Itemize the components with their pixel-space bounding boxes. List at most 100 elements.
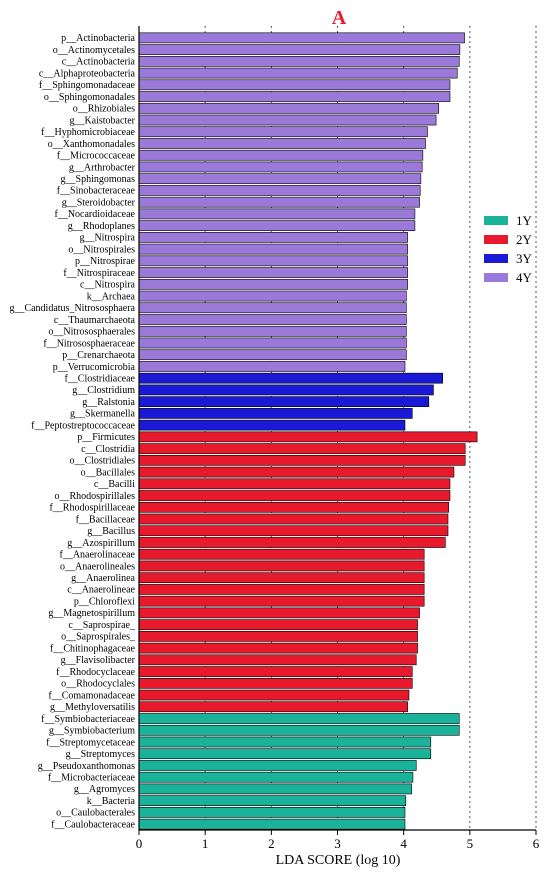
category-label: o__Rhodocyclales [61, 679, 135, 690]
bar-o-rhodospirillales [138, 490, 451, 501]
bar-f-sinobacteraceae [138, 185, 421, 196]
bar-f-peptostreptococcaceae [138, 419, 406, 431]
bar-f-anaerolinaceae [138, 548, 425, 560]
bar-f-nitrososphaeraceae [138, 337, 407, 349]
category-label: o__Nitrospirales [68, 244, 135, 255]
category-label: f__Nitrospiraceae [63, 268, 135, 279]
x-tick-label: 2 [268, 836, 275, 851]
category-label: g__Flavisolibacter [61, 655, 136, 666]
bar-o-saprospirales- [138, 631, 418, 642]
bar-g-candidatus-nitrososphaera [138, 302, 407, 314]
bar-o-actinomycetales [138, 44, 461, 55]
x-tick-label: 4 [400, 836, 407, 851]
category-label: g__Pseudoxanthomonas [38, 761, 135, 772]
category-label: g__Bacillus [87, 526, 135, 537]
bar-o-sphingomonadales [138, 91, 451, 102]
bar-o-anaerolineales [138, 560, 425, 572]
category-label: f__Microbacteriaceae [48, 772, 136, 783]
bar-c-bacilli [138, 478, 451, 490]
category-label: g__Candidatus_Nitrososphaera [9, 303, 135, 314]
bar-p-chloroflexi [138, 595, 425, 607]
category-label: c__Alphaproteobacteria [39, 68, 136, 79]
category-label: g__Methyloversatilis [50, 702, 135, 713]
bar-f-nocardioidaceae [138, 208, 416, 220]
category-label: c__Saprospirae_ [68, 620, 136, 631]
bar-c-alphaproteobacteria [138, 67, 458, 79]
category-label: o__Anaerolineales [60, 561, 135, 572]
category-label: o__Bacillales [81, 467, 136, 478]
bar-f-nitrospiraceae [138, 267, 408, 278]
bar-o-nitrososphaerales [138, 325, 407, 337]
category-label: f__Sinobacteraceae [57, 186, 136, 197]
category-label: g__Rhodoplanes [68, 221, 135, 232]
category-label: f__Sphingomonadaceae [39, 80, 136, 91]
bar-f-rhodospirillaceae [138, 501, 449, 513]
bar-f-rhodocyclaceae [138, 666, 413, 677]
category-label: o__Sphingomonadales [44, 92, 135, 103]
bar-g-azospirillum [138, 537, 446, 548]
bar-c-thaumarchaeota [138, 314, 407, 325]
category-label: c__Anaerolineae [67, 585, 135, 596]
bar-f-sphingomonadaceae [138, 79, 451, 91]
category-label: f__Comamonadaceae [48, 690, 135, 701]
category-label: o__Rhizobiales [73, 104, 135, 115]
x-tick-label: 6 [533, 836, 540, 851]
category-label: p__Verrucomicrobia [53, 362, 136, 373]
category-label: f__Symbiobacteriaceae [41, 714, 135, 725]
legend-swatch-2y [484, 235, 508, 244]
legend-swatch-4y [484, 273, 508, 282]
bar-o-rhizobiales [138, 102, 440, 114]
bar-g-pseudoxanthomonas [138, 760, 417, 771]
category-label: c__Thaumarchaeota [54, 315, 136, 326]
bar-g-anaerolinea [138, 572, 425, 584]
bar-g-steroidobacter [138, 196, 420, 208]
category-label: o__Actinomycetales [53, 45, 135, 56]
legend-swatch-1y [484, 216, 508, 225]
x-tick-label: 0 [136, 836, 143, 851]
category-label: k__Archaea [87, 291, 136, 302]
bar-f-microbacteriaceae [138, 771, 414, 783]
category-label: p__Actinobacteria [61, 33, 135, 44]
category-labels: p__Actinobacteriao__Actinomycetalesc__Ac… [9, 33, 136, 830]
bar-o-clostridiales [138, 454, 466, 466]
bar-g-flavisolibacter [138, 654, 417, 666]
category-label: f__Caulobacteraceae [51, 819, 135, 830]
category-label: p__Chloroflexi [74, 596, 135, 607]
bar-g-skermanella [138, 408, 413, 419]
bar-g-clostridium [138, 384, 434, 396]
bar-f-comamonadaceae [138, 689, 410, 701]
category-label: g__Agromyces [74, 784, 135, 795]
bar-o-bacillales [138, 466, 455, 478]
x-axis: 0 1 2 3 4 5 6 [136, 26, 540, 851]
category-label: g__Skermanella [70, 409, 136, 420]
x-tick-label: 5 [467, 836, 474, 851]
category-label: f__Anaerolinaceae [59, 550, 135, 561]
category-label: c__Nitrospira [80, 280, 136, 291]
category-label: p__Crenarchaeota [62, 350, 135, 361]
bar-g-magnetospirillum [138, 607, 420, 619]
bar-f-bacillaceae [138, 513, 449, 525]
category-label: g__Ralstonia [82, 397, 135, 408]
x-tick-label: 1 [202, 836, 209, 851]
bar-o-nitrospirales [138, 243, 408, 255]
legend-swatch-3y [484, 254, 508, 263]
bar-k-bacteria [138, 795, 406, 807]
category-label: g__Symbiobacterium [49, 726, 135, 737]
bar-c-actinobacteria [138, 55, 460, 67]
bar-g-rhodoplanes [138, 220, 416, 231]
bar-g-agromyces [138, 783, 412, 795]
category-label: g__Anaerolinea [71, 573, 135, 584]
category-label: f__Clostridiaceae [64, 373, 135, 384]
bar-p-nitrospirae [138, 255, 408, 267]
category-label: o__Xanthomonadales [48, 139, 135, 150]
legend-label-3y: 3Y [516, 251, 533, 266]
category-label: f__Micrococcaceae [57, 151, 136, 162]
x-tick-label: 3 [334, 836, 341, 851]
bar-o-caulobacterales [138, 807, 406, 818]
bar-g-symbiobacterium [138, 724, 460, 736]
category-label: g__Kaistobacter [69, 115, 135, 126]
bar-g-bacillus [138, 525, 449, 537]
category-label: o__Caulobacterales [56, 808, 135, 819]
